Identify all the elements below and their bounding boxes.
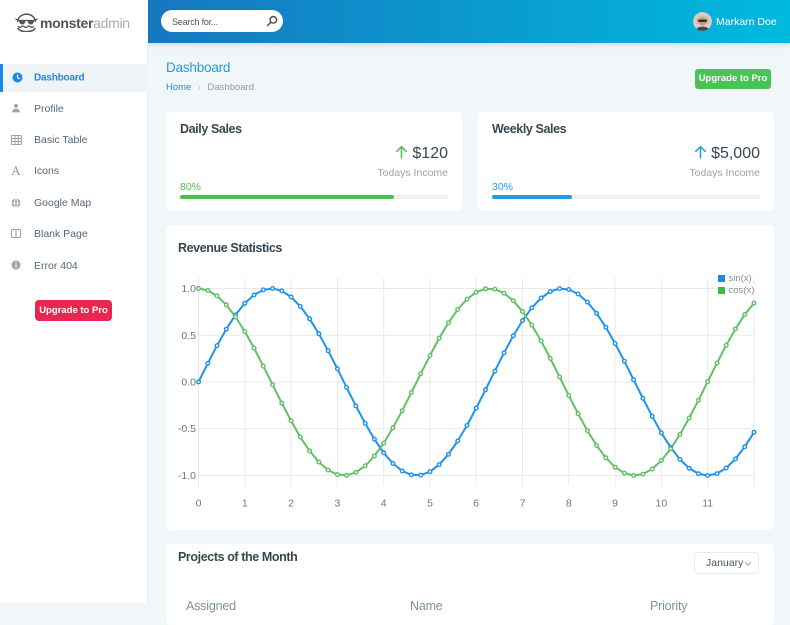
svg-text:2: 2 bbox=[288, 498, 294, 510]
svg-text:11: 11 bbox=[702, 498, 713, 510]
svg-text:0.0: 0.0 bbox=[181, 377, 196, 389]
svg-text:10: 10 bbox=[656, 498, 668, 510]
svg-text:9: 9 bbox=[612, 498, 618, 510]
svg-text:-1.0: -1.0 bbox=[178, 470, 196, 482]
svg-text:6: 6 bbox=[473, 498, 479, 510]
svg-text:3: 3 bbox=[334, 498, 340, 510]
svg-text:0.5: 0.5 bbox=[181, 330, 196, 342]
svg-text:8: 8 bbox=[566, 498, 572, 510]
svg-text:1: 1 bbox=[242, 498, 248, 510]
svg-text:7: 7 bbox=[520, 498, 526, 510]
svg-text:5: 5 bbox=[427, 498, 433, 510]
svg-text:-0.5: -0.5 bbox=[178, 423, 196, 435]
svg-text:0: 0 bbox=[196, 498, 202, 510]
svg-text:1.0: 1.0 bbox=[181, 283, 196, 295]
svg-text:4: 4 bbox=[381, 498, 387, 510]
